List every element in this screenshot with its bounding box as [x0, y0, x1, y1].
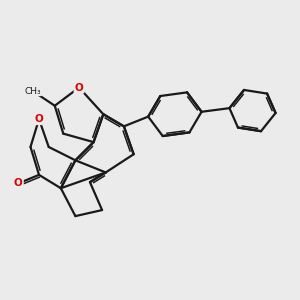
Text: O: O	[34, 114, 43, 124]
Text: O: O	[14, 178, 23, 188]
Text: CH₃: CH₃	[25, 87, 41, 96]
Text: O: O	[75, 82, 83, 92]
